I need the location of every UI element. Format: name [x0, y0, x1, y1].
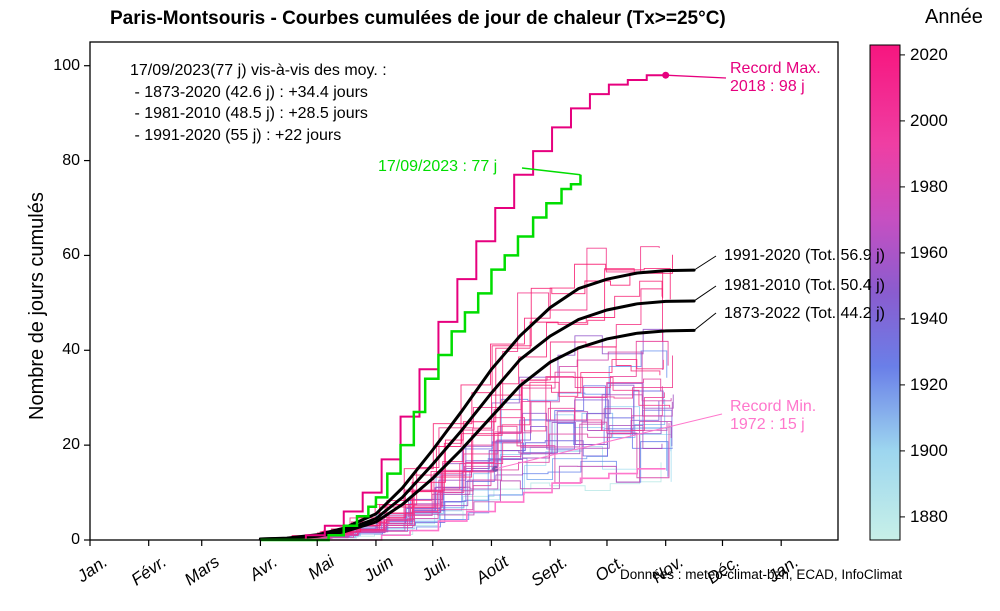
colorbar-tick: 1960 [910, 243, 948, 263]
y-tick: 80 [50, 152, 80, 170]
y-tick: 100 [50, 57, 80, 75]
record-max-label: Record Max.2018 : 98 j [730, 60, 821, 96]
mean-1991-2020-label: 1991-2020 (Tot. 56.9 j) [724, 247, 885, 265]
colorbar-tick: 1940 [910, 309, 948, 329]
chart-title: Paris-Montsouris - Courbes cumulées de j… [110, 8, 726, 30]
y-axis-label: Nombre de jours cumulés [26, 192, 49, 420]
chart-container: Paris-Montsouris - Courbes cumulées de j… [0, 0, 1000, 611]
y-tick: 40 [50, 341, 80, 359]
y-tick: 20 [50, 436, 80, 454]
record-min-label: Record Min.1972 : 15 j [730, 398, 816, 434]
mean-1981-2010-label: 1981-2010 (Tot. 50.4 j) [724, 277, 885, 295]
y-tick: 60 [50, 246, 80, 264]
legend-title: Année [925, 6, 983, 29]
colorbar-tick: 1920 [910, 375, 948, 395]
colorbar-tick: 1900 [910, 441, 948, 461]
mean-1873-2022-label: 1873-2022 (Tot. 44.2 j) [724, 305, 885, 323]
comparison-annotation: 17/09/2023(77 j) vis-à-vis des moy. : - … [130, 60, 387, 146]
colorbar-tick: 2000 [910, 111, 948, 131]
colorbar-tick: 1980 [910, 177, 948, 197]
y-tick: 0 [50, 531, 80, 549]
current-year-label: 17/09/2023 : 77 j [378, 158, 497, 176]
colorbar-tick: 2020 [910, 45, 948, 65]
colorbar-tick: 1880 [910, 507, 948, 527]
